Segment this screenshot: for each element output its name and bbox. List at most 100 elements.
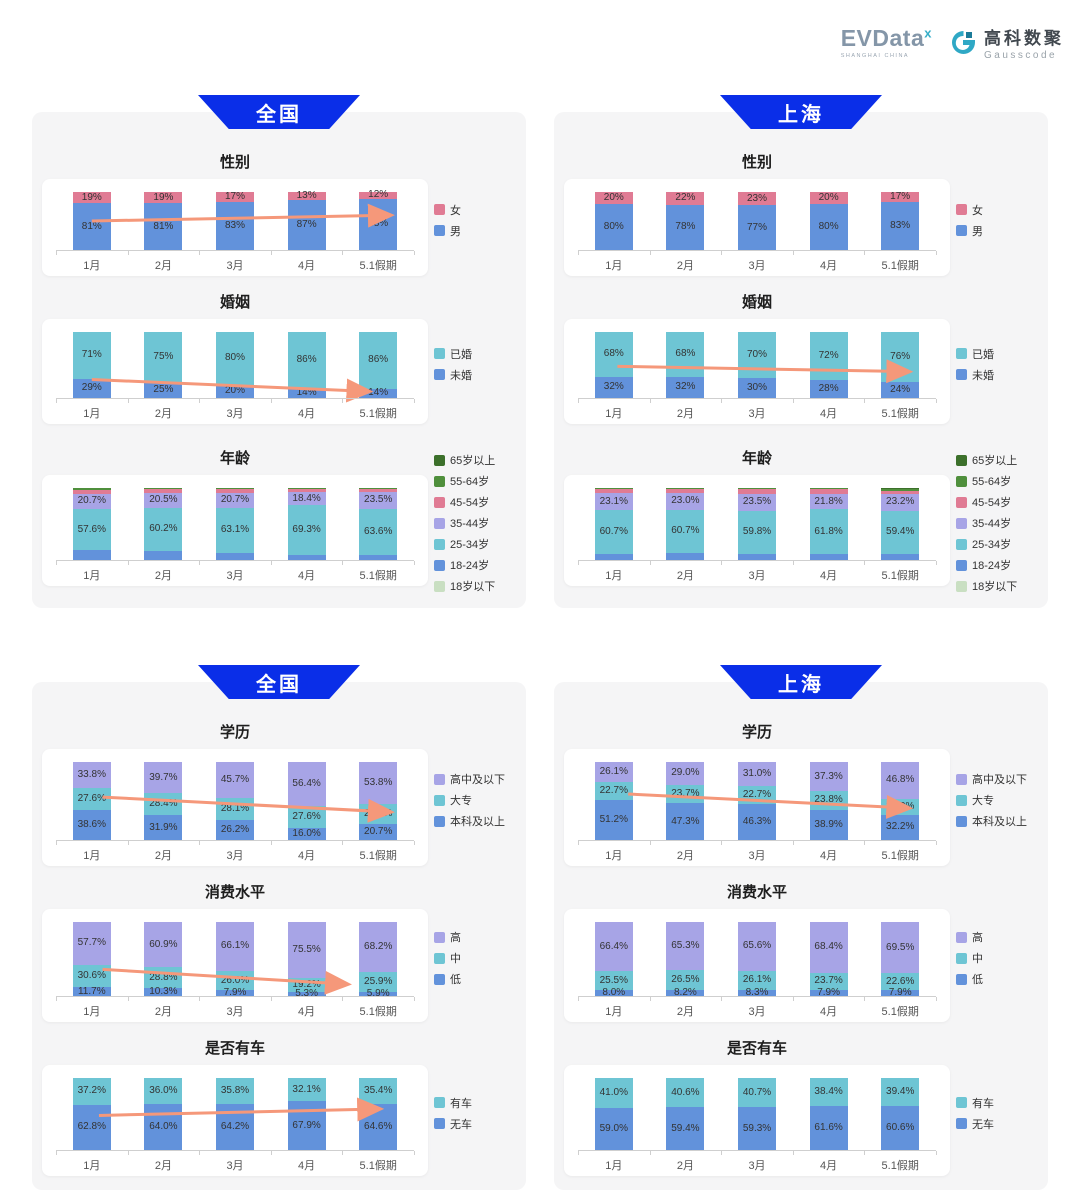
- header: EVDatax SHANGHAI CHINA 高科数聚 Gausscode: [0, 0, 1080, 64]
- x-axis-label: 5.1假期: [360, 567, 397, 583]
- legend-label: 女: [450, 202, 461, 218]
- chart-card: 20.7%57.6%20.5%60.2%20.7%63.1%18.4%69.3%…: [42, 475, 428, 586]
- x-axis-label: 5.1假期: [360, 405, 397, 421]
- x-axis-tick: [578, 841, 579, 845]
- x-axis-label: 5.1假期: [360, 257, 397, 273]
- bar-segment-18-24岁: [73, 550, 111, 560]
- x-axis-tick: [793, 561, 794, 565]
- legend-label: 低: [450, 971, 461, 987]
- x-axis-label: 3月: [748, 567, 765, 583]
- bar-segment-有车: 41.0%: [595, 1078, 633, 1108]
- x-axis-tick: [793, 997, 794, 1001]
- bar-segment-本科及以上: 46.3%: [738, 804, 776, 840]
- bar-value-label: 28%: [819, 384, 839, 394]
- legend-item-未婚: 未婚: [434, 367, 516, 383]
- bar-segment-25-34岁: 61.8%: [810, 509, 848, 553]
- chart-plot: 68%32%68%32%70%30%72%28%76%24%: [578, 332, 936, 398]
- region-badge: 上海: [720, 95, 882, 129]
- x-axis-label: 3月: [748, 257, 765, 273]
- bar-value-label: 66.4%: [600, 942, 628, 952]
- bar-value-label: 51.2%: [600, 815, 628, 825]
- legend-item-有车: 有车: [434, 1095, 516, 1111]
- legend-item-女: 女: [434, 202, 516, 218]
- stacked-bar: 22%78%: [666, 192, 704, 250]
- bar-value-label: 59.4%: [671, 1124, 699, 1134]
- x-axis-tick: [342, 1151, 343, 1155]
- bar-value-label: 14%: [297, 388, 317, 398]
- bar-value-label: 25.9%: [364, 977, 392, 987]
- legend: 已婚未婚: [950, 324, 1038, 383]
- gausscode-logo: 高科数聚 Gausscode: [950, 24, 1064, 61]
- legend-item-低: 低: [434, 971, 516, 987]
- x-axis-label: 1月: [83, 1157, 100, 1173]
- stacked-bar: 76%24%: [881, 332, 919, 398]
- bar-value-label: 19%: [82, 193, 102, 203]
- x-axis-label: 4月: [820, 1003, 837, 1019]
- chart-plot: 19%81%19%81%17%83%13%87%12%88%: [56, 192, 414, 250]
- bar-value-label: 32.1%: [292, 1085, 320, 1095]
- bar-segment-有车: 35.8%: [216, 1078, 254, 1104]
- x-axis-label: 3月: [226, 257, 243, 273]
- bar-value-label: 26.1%: [743, 975, 771, 985]
- stacked-bar: 45.7%28.1%26.2%: [216, 762, 254, 840]
- x-axis-tick: [864, 1151, 865, 1155]
- legend-swatch-icon: [956, 476, 967, 487]
- stacked-bar: 20.7%63.1%: [216, 488, 254, 560]
- x-axis-tick: [414, 561, 415, 565]
- x-axis-tick: [128, 251, 129, 255]
- bar-value-label: 17%: [890, 192, 910, 202]
- legend-swatch-icon: [956, 518, 967, 529]
- legend-label: 大专: [972, 792, 994, 808]
- bar-segment-中: 30.6%: [73, 965, 111, 988]
- bar-value-label: 66.1%: [221, 941, 249, 951]
- chart-card: 33.8%27.6%38.6%39.7%28.4%31.9%45.7%28.1%…: [42, 749, 428, 866]
- legend: 已婚未婚: [428, 324, 516, 383]
- stacked-bar: 31.0%22.7%46.3%: [738, 762, 776, 840]
- legend-swatch-icon: [956, 497, 967, 508]
- legend-item-18-24岁: 18-24岁: [956, 557, 1038, 573]
- legend: 有车无车: [428, 1073, 516, 1132]
- legend: 高中及以下大专本科及以上: [950, 749, 1038, 829]
- legend-item-25-34岁: 25-34岁: [956, 536, 1038, 552]
- stacked-bar: 66.1%26.0%7.9%: [216, 922, 254, 996]
- bar-segment-高: 66.4%: [595, 922, 633, 971]
- x-axis-tick: [793, 1151, 794, 1155]
- stacked-bar: 38.4%61.6%: [810, 1078, 848, 1150]
- bar-segment-中: 28.8%: [144, 967, 182, 988]
- legend-swatch-icon: [434, 560, 445, 571]
- x-axis-tick: [721, 561, 722, 565]
- legend-item-高: 高: [956, 929, 1038, 945]
- bar-value-label: 23.5%: [364, 495, 392, 505]
- stacked-bar: 21.8%61.8%: [810, 488, 848, 560]
- bar-segment-25-34岁: 59.4%: [881, 511, 919, 554]
- x-axis-tick: [650, 251, 651, 255]
- bar-segment-高: 69.5%: [881, 922, 919, 973]
- bar-segment-无车: 64.0%: [144, 1104, 182, 1150]
- legend-label: 55-64岁: [972, 473, 1011, 489]
- x-axis-label: 3月: [226, 1157, 243, 1173]
- bar-value-label: 67.9%: [292, 1121, 320, 1131]
- bar-segment-未婚: 28%: [810, 380, 848, 398]
- legend-label: 中: [450, 950, 461, 966]
- bar-segment-25-34岁: 63.1%: [216, 508, 254, 553]
- x-axis-label: 5.1假期: [882, 257, 919, 273]
- x-axis-label: 2月: [155, 847, 172, 863]
- legend-swatch-icon: [956, 774, 967, 785]
- legend-label: 低: [972, 971, 983, 987]
- x-axis-tick: [199, 399, 200, 403]
- x-axis-tick: [864, 251, 865, 255]
- chart-plot: 66.4%25.5%8.0%65.3%26.5%8.2%65.6%26.1%8.…: [578, 922, 936, 996]
- stacked-bar: 20.7%57.6%: [73, 488, 111, 560]
- bar-value-label: 41.0%: [600, 1088, 628, 1098]
- bar-value-label: 28.4%: [149, 799, 177, 809]
- bar-value-label: 62.8%: [78, 1122, 106, 1132]
- legend: 女男: [428, 180, 516, 239]
- x-axis-tick: [271, 399, 272, 403]
- legend-swatch-icon: [956, 1118, 967, 1129]
- x-axis-tick: [199, 841, 200, 845]
